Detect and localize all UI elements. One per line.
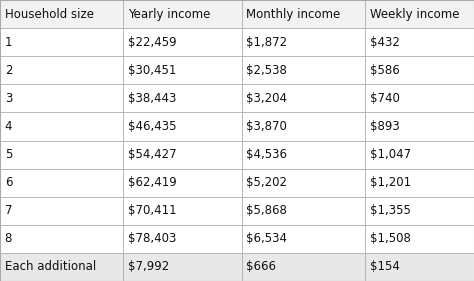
- Bar: [242, 140, 365, 169]
- Text: $893: $893: [370, 120, 400, 133]
- Text: $1,047: $1,047: [370, 148, 411, 161]
- Text: $6,534: $6,534: [246, 232, 287, 245]
- Bar: [365, 225, 474, 253]
- Bar: [365, 169, 474, 197]
- Text: $154: $154: [370, 260, 400, 273]
- Bar: [0, 197, 123, 225]
- Bar: [242, 84, 365, 112]
- Text: $1,355: $1,355: [370, 204, 410, 217]
- Text: 2: 2: [5, 64, 12, 77]
- Text: $1,508: $1,508: [370, 232, 410, 245]
- Text: $5,202: $5,202: [246, 176, 287, 189]
- Text: $740: $740: [370, 92, 400, 105]
- Text: $1,201: $1,201: [370, 176, 411, 189]
- Bar: [0, 28, 123, 56]
- Bar: [123, 112, 242, 140]
- Text: $30,451: $30,451: [128, 64, 176, 77]
- Text: $5,868: $5,868: [246, 204, 287, 217]
- Text: $3,870: $3,870: [246, 120, 287, 133]
- Text: $1,872: $1,872: [246, 36, 288, 49]
- Bar: [242, 197, 365, 225]
- Bar: [365, 112, 474, 140]
- Bar: [0, 56, 123, 84]
- Bar: [0, 140, 123, 169]
- Bar: [365, 28, 474, 56]
- Bar: [123, 169, 242, 197]
- Text: $54,427: $54,427: [128, 148, 177, 161]
- Text: 3: 3: [5, 92, 12, 105]
- Text: Household size: Household size: [5, 8, 94, 21]
- Bar: [0, 225, 123, 253]
- Bar: [242, 253, 365, 281]
- Bar: [123, 84, 242, 112]
- Bar: [242, 169, 365, 197]
- Bar: [123, 28, 242, 56]
- Text: $62,419: $62,419: [128, 176, 177, 189]
- Bar: [242, 225, 365, 253]
- Bar: [242, 28, 365, 56]
- Text: 5: 5: [5, 148, 12, 161]
- Bar: [0, 169, 123, 197]
- Text: $22,459: $22,459: [128, 36, 177, 49]
- Bar: [365, 197, 474, 225]
- Text: 4: 4: [5, 120, 12, 133]
- Text: 6: 6: [5, 176, 12, 189]
- Text: $38,443: $38,443: [128, 92, 176, 105]
- Bar: [123, 56, 242, 84]
- Bar: [365, 56, 474, 84]
- Bar: [365, 253, 474, 281]
- Bar: [0, 0, 123, 28]
- Text: $666: $666: [246, 260, 276, 273]
- Text: $7,992: $7,992: [128, 260, 169, 273]
- Bar: [123, 253, 242, 281]
- Bar: [242, 0, 365, 28]
- Bar: [242, 112, 365, 140]
- Text: 7: 7: [5, 204, 12, 217]
- Bar: [0, 84, 123, 112]
- Text: $586: $586: [370, 64, 400, 77]
- Text: Each additional: Each additional: [5, 260, 96, 273]
- Text: $70,411: $70,411: [128, 204, 177, 217]
- Bar: [365, 0, 474, 28]
- Text: $432: $432: [370, 36, 400, 49]
- Bar: [0, 253, 123, 281]
- Text: Yearly income: Yearly income: [128, 8, 210, 21]
- Text: 1: 1: [5, 36, 12, 49]
- Text: $78,403: $78,403: [128, 232, 176, 245]
- Text: $3,204: $3,204: [246, 92, 287, 105]
- Bar: [123, 197, 242, 225]
- Bar: [123, 140, 242, 169]
- Text: $2,538: $2,538: [246, 64, 287, 77]
- Bar: [123, 225, 242, 253]
- Text: $4,536: $4,536: [246, 148, 287, 161]
- Bar: [365, 84, 474, 112]
- Bar: [365, 140, 474, 169]
- Text: 8: 8: [5, 232, 12, 245]
- Text: Weekly income: Weekly income: [370, 8, 459, 21]
- Bar: [0, 112, 123, 140]
- Bar: [123, 0, 242, 28]
- Bar: [242, 56, 365, 84]
- Text: $46,435: $46,435: [128, 120, 176, 133]
- Text: Monthly income: Monthly income: [246, 8, 341, 21]
